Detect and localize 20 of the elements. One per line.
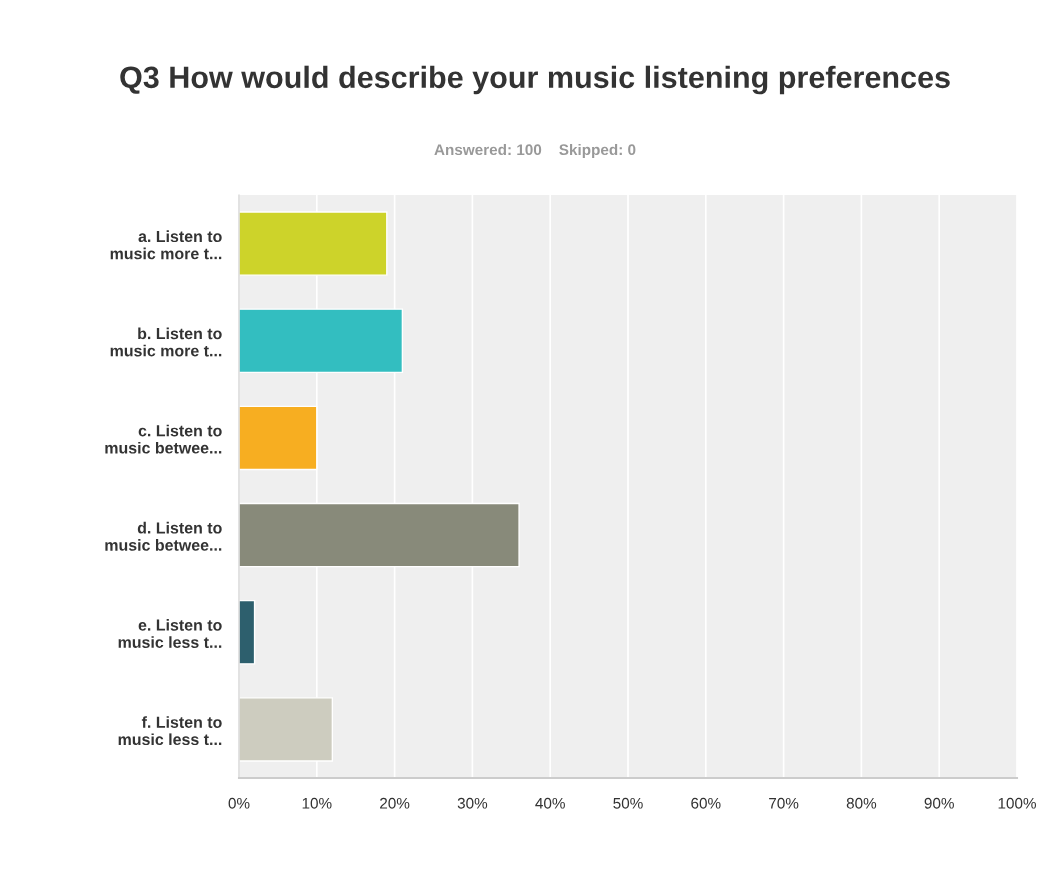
- x-tick-label: 20%: [380, 797, 410, 809]
- x-tick-label: 30%: [457, 797, 488, 809]
- y-tick-label: e. Listen to music less t...: [118, 619, 222, 648]
- y-tick-label: d. Listen to music betwee...: [105, 521, 222, 551]
- chart-title: Q3 How would describe your music listening preferences: [120, 65, 950, 95]
- x-tick-label: 50%: [613, 797, 643, 809]
- y-tick-label: a. Listen to music more t...: [110, 230, 222, 260]
- x-tick-label: 60%: [691, 797, 721, 809]
- x-tick-label: 0%: [228, 797, 250, 809]
- x-tick-label: 100%: [998, 797, 1036, 809]
- x-tick-label: 70%: [769, 797, 799, 809]
- y-tick-label: b. Listen to music more t...: [110, 327, 222, 357]
- bar: [239, 599, 256, 665]
- x-tick-label: 90%: [924, 797, 954, 809]
- chart-subtitle: Answered: 100 Skipped: 0: [434, 143, 636, 159]
- y-tick-label: f. Listen to music less t...: [118, 716, 222, 746]
- x-tick-label: 80%: [846, 797, 877, 809]
- x-tick-label: 40%: [535, 797, 565, 809]
- y-tick-label: c. Listen to music betwee...: [105, 424, 222, 454]
- x-tick-label: 10%: [302, 797, 332, 809]
